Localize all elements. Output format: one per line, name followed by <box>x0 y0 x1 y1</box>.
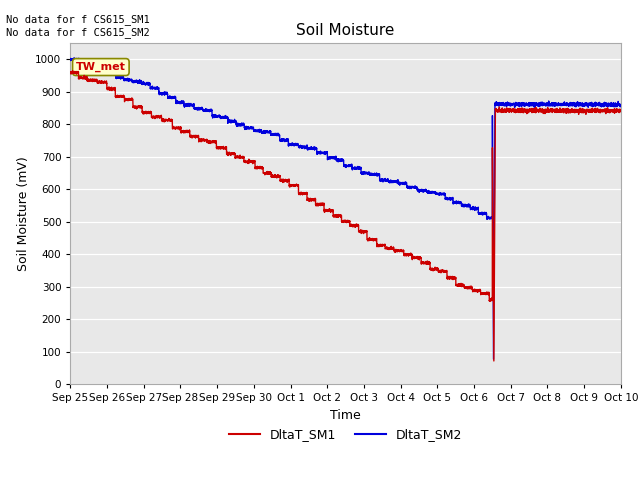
Legend: DltaT_SM1, DltaT_SM2: DltaT_SM1, DltaT_SM2 <box>223 423 468 446</box>
Y-axis label: Soil Moisture (mV): Soil Moisture (mV) <box>17 156 29 271</box>
X-axis label: Time: Time <box>330 408 361 421</box>
Text: No data for f CS615_SM1
No data for f CS615_SM2: No data for f CS615_SM1 No data for f CS… <box>6 14 150 38</box>
Text: TW_met: TW_met <box>76 62 126 72</box>
Title: Soil Moisture: Soil Moisture <box>296 23 395 38</box>
